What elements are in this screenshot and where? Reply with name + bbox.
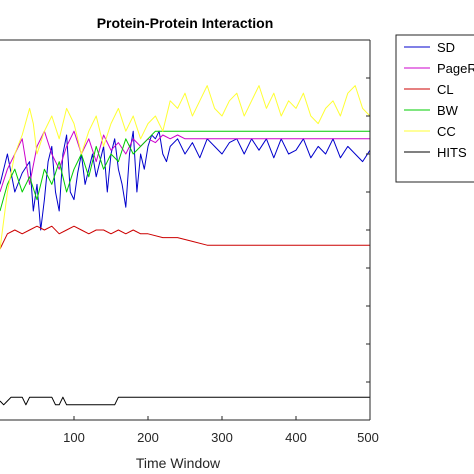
x-ticks: 100 200 300 400 500	[63, 416, 379, 445]
series-line-hits	[0, 396, 370, 406]
y-ticks	[366, 77, 370, 383]
legend-label-bw: BW	[437, 103, 459, 118]
legend-label-cl: CL	[437, 82, 454, 97]
series-line-sd	[0, 130, 371, 231]
legend-label-pagerank: PageRank	[437, 61, 474, 76]
series-line-cl	[0, 225, 370, 250]
legend[interactable]: SD PageRank CL BW CC HITS	[395, 34, 474, 183]
x-tick-label: 100	[63, 430, 85, 445]
legend-box	[395, 34, 474, 183]
legend-label-cc: CC	[437, 124, 456, 139]
x-tick-label: 500	[357, 430, 379, 445]
series-line-bw	[0, 130, 370, 212]
x-tick-label: 200	[137, 430, 159, 445]
series-line-pagerank	[0, 130, 370, 193]
x-tick-label: 300	[211, 430, 233, 445]
plot-area: 100 200 300 400 500	[0, 39, 379, 445]
series-group	[0, 85, 371, 406]
series-line-cc	[0, 85, 371, 250]
x-axis-label: Time Window	[136, 455, 221, 471]
x-tick-label: 400	[285, 430, 307, 445]
chart-title: Protein-Protein Interaction	[97, 15, 274, 31]
legend-label-hits: HITS	[437, 145, 467, 160]
legend-label-sd: SD	[437, 40, 455, 55]
legend-items: SD PageRank CL BW CC HITS	[404, 40, 474, 160]
